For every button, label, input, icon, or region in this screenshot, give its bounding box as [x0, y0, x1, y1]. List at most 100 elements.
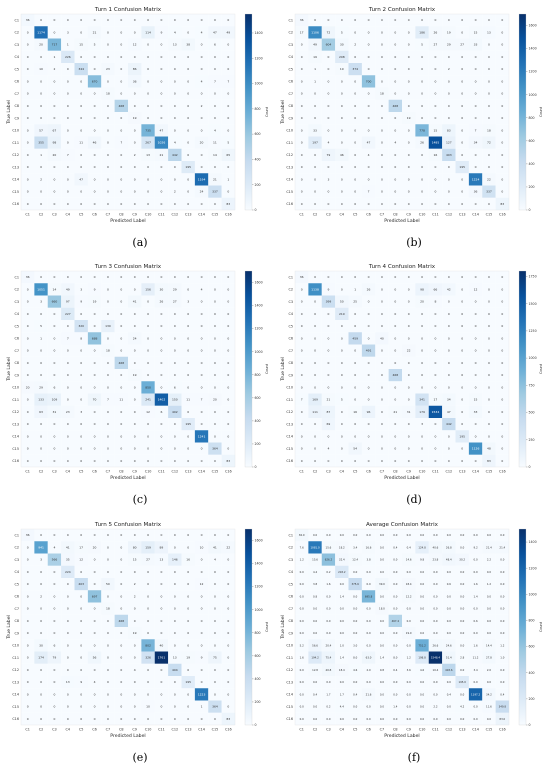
cell-value-label: 0 — [214, 202, 216, 206]
heatmap-cell — [415, 369, 429, 382]
heatmap-cell — [141, 700, 155, 713]
cell-value-label: 0 — [354, 202, 356, 206]
cell-value-label: 0 — [488, 361, 490, 365]
heatmap-cell — [361, 381, 376, 394]
cell-value-label: 0 — [40, 459, 42, 463]
cell-value-label: 0 — [80, 619, 82, 623]
heatmap-cell — [114, 430, 129, 443]
heatmap-cell — [375, 148, 389, 162]
cell-value-label: 0 — [368, 177, 370, 181]
cell-value-label: 50 — [106, 582, 110, 586]
heatmap-cell — [388, 381, 403, 394]
heatmap-cell — [221, 418, 236, 431]
cell-value-label: 0 — [187, 582, 189, 586]
heatmap-cell — [208, 148, 222, 162]
cell-value-label: 0.0 — [420, 607, 424, 611]
cell-value-label: 0 — [201, 459, 203, 463]
cell-value-label: 442 — [172, 153, 178, 157]
y-tick-label: C12 — [12, 668, 19, 672]
cell-value-label: 0 — [107, 55, 109, 59]
cell-value-label: 0 — [107, 153, 109, 157]
cell-value-label: 0 — [80, 361, 82, 365]
heatmap-cell — [442, 344, 456, 357]
x-tick-label: C11 — [432, 213, 439, 217]
heatmap-cell — [375, 393, 389, 406]
cell-value-label: 0.0 — [353, 570, 357, 574]
cell-value-label: 0 — [301, 165, 303, 169]
cell-value-label: 0 — [408, 434, 410, 438]
heatmap-cell — [361, 712, 376, 726]
cell-value-label: 468 — [392, 373, 398, 377]
cell-value-label: 0 — [107, 717, 109, 721]
cell-value-label: 20 — [420, 300, 424, 304]
heatmap-cell — [101, 332, 115, 345]
cell-value-label: 1.6 — [326, 582, 330, 586]
heatmap-cell — [61, 602, 75, 615]
cell-value-label: 0 — [201, 717, 203, 721]
cell-value-label: 5 — [40, 324, 42, 328]
x-tick-label: C13 — [185, 470, 192, 474]
cell-value-label: 0 — [501, 398, 503, 402]
heatmap-cell — [295, 356, 309, 370]
cell-value-label: 0 — [40, 434, 42, 438]
heatmap-cell — [321, 627, 336, 640]
heatmap-cell — [47, 185, 62, 198]
cell-value-label: 0 — [67, 324, 69, 328]
cell-value-label: 20 — [26, 385, 30, 389]
cell-value-label: 2 — [354, 43, 356, 47]
cell-value-label: 0 — [27, 680, 29, 684]
cell-value-label: 0 — [160, 619, 162, 623]
heatmap-cell — [74, 38, 88, 51]
heatmap-cell — [74, 356, 88, 370]
heatmap-cell — [375, 688, 389, 701]
cell-value-label: 0 — [368, 92, 370, 96]
heatmap-cell — [74, 529, 88, 542]
cell-value-label: 688 — [92, 336, 98, 340]
heatmap-cell — [154, 381, 169, 394]
cell-value-label: 0 — [187, 275, 189, 279]
heatmap-cell — [482, 541, 496, 554]
heatmap-cell — [495, 320, 510, 333]
cell-value-label: 13 — [66, 680, 70, 684]
heatmap-cell — [208, 356, 222, 370]
cell-value-label: 0 — [341, 141, 343, 145]
cell-value-label: 0 — [53, 104, 55, 108]
cell-value-label: 195 — [185, 680, 191, 684]
heatmap-cell — [455, 112, 469, 125]
heatmap-cell — [21, 614, 35, 628]
cell-value-label: 0 — [421, 190, 423, 194]
heatmap-cell — [154, 541, 169, 554]
heatmap-cell — [348, 112, 362, 125]
cell-value-label: 0 — [434, 104, 436, 108]
cell-value-label: 0 — [187, 202, 189, 206]
cell-value-label: 0 — [94, 153, 96, 157]
cell-value-label: 0.0 — [420, 570, 424, 574]
heatmap-cell — [482, 14, 496, 27]
heatmap-cell — [61, 50, 75, 64]
y-axis-label: True Label — [6, 100, 12, 125]
cell-value-label: 0 — [67, 717, 69, 721]
cell-value-label: 0 — [408, 67, 410, 71]
chart-title: Turn 4 Confusion Matrix — [368, 264, 436, 270]
heatmap-cell — [74, 418, 88, 431]
cell-value-label: 0 — [27, 202, 29, 206]
cell-value-label: 0 — [40, 361, 42, 365]
x-tick-label: C8 — [393, 470, 398, 474]
cell-value-label: 0 — [501, 190, 503, 194]
heatmap-cell — [482, 614, 496, 628]
heatmap-cell — [335, 197, 349, 211]
cell-value-label: 0 — [314, 447, 316, 451]
cell-value-label: 0 — [107, 79, 109, 83]
heatmap-cell — [415, 393, 429, 406]
cell-value-label: 0 — [488, 67, 490, 71]
heatmap-cell — [21, 418, 35, 431]
heatmap-cell — [415, 344, 429, 357]
cell-value-label: 0 — [67, 398, 69, 402]
heatmap-cell — [295, 381, 309, 394]
cell-value-label: 21.4 — [499, 545, 505, 549]
heatmap-cell — [402, 639, 416, 652]
heatmap-cell — [141, 356, 155, 370]
cell-value-label: 0 — [53, 312, 55, 316]
cell-value-label: 0.0 — [313, 619, 317, 623]
cell-value-label: 0 — [120, 312, 122, 316]
